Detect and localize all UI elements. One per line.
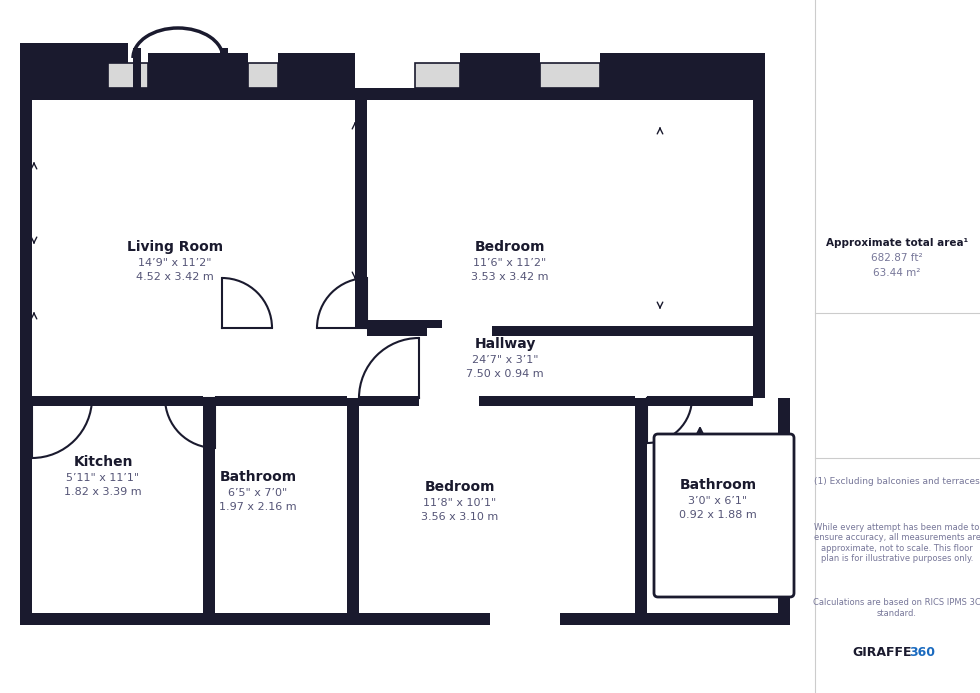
Bar <box>492 326 753 336</box>
Bar <box>32 398 203 613</box>
Bar <box>778 398 790 625</box>
Text: 63.44 m²: 63.44 m² <box>873 268 920 278</box>
Bar <box>540 63 600 88</box>
Text: Kitchen: Kitchen <box>74 455 132 469</box>
Bar <box>20 613 490 625</box>
Bar <box>460 53 540 88</box>
Text: 5’11" x 11’1": 5’11" x 11’1" <box>67 473 139 483</box>
Bar <box>359 398 635 613</box>
Text: Hallway: Hallway <box>474 337 536 351</box>
Bar <box>20 43 128 88</box>
Text: Bedroom: Bedroom <box>424 480 495 494</box>
Text: Approximate total area¹: Approximate total area¹ <box>826 238 968 248</box>
Bar <box>753 88 765 398</box>
Bar <box>32 396 203 406</box>
Bar <box>692 489 724 503</box>
Bar <box>600 53 765 88</box>
Bar <box>215 328 753 398</box>
Bar <box>367 326 427 336</box>
Text: While every attempt has been made to
ensure accuracy, all measurements are
appro: While every attempt has been made to ens… <box>813 523 980 563</box>
Text: 3’0" x 6’1": 3’0" x 6’1" <box>688 496 748 506</box>
Text: Bathroom: Bathroom <box>679 478 757 492</box>
Text: 3.53 x 3.42 m: 3.53 x 3.42 m <box>471 272 549 282</box>
Bar <box>415 63 460 88</box>
Text: 1.82 x 3.39 m: 1.82 x 3.39 m <box>64 487 142 497</box>
Bar <box>32 88 355 398</box>
Bar <box>647 396 753 406</box>
Text: 1.97 x 2.16 m: 1.97 x 2.16 m <box>220 502 297 512</box>
Text: Calculations are based on RICS IPMS 3C
standard.: Calculations are based on RICS IPMS 3C s… <box>813 598 980 617</box>
Bar <box>367 88 753 100</box>
Bar <box>367 320 442 328</box>
Bar <box>203 398 215 613</box>
Bar <box>20 88 32 625</box>
Bar <box>753 100 765 328</box>
Text: GIRAFFE: GIRAFFE <box>853 647 911 660</box>
Bar <box>32 100 355 258</box>
Bar <box>347 398 359 613</box>
Text: 14’9" x 11’2": 14’9" x 11’2" <box>138 258 212 268</box>
Bar <box>359 396 419 406</box>
Bar <box>647 398 778 613</box>
Text: 0.92 x 1.88 m: 0.92 x 1.88 m <box>679 510 757 520</box>
Text: Bathroom: Bathroom <box>220 470 297 484</box>
FancyBboxPatch shape <box>654 434 794 597</box>
Bar <box>133 48 141 88</box>
Bar <box>220 48 228 88</box>
Ellipse shape <box>693 496 723 540</box>
Bar <box>355 100 367 328</box>
Text: 360: 360 <box>909 647 935 660</box>
Bar <box>560 613 790 625</box>
Text: 11’6" x 11’2": 11’6" x 11’2" <box>473 258 547 268</box>
Text: Living Room: Living Room <box>127 240 223 254</box>
Bar <box>108 63 148 88</box>
Bar <box>20 88 765 100</box>
Text: 682.87 ft²: 682.87 ft² <box>871 253 923 263</box>
Bar <box>635 398 647 613</box>
Text: (1) Excluding balconies and terraces: (1) Excluding balconies and terraces <box>814 477 980 486</box>
Bar <box>278 53 355 88</box>
Text: 11’8" x 10’1": 11’8" x 10’1" <box>423 498 497 508</box>
Circle shape <box>690 558 700 568</box>
Text: Bedroom: Bedroom <box>474 240 545 254</box>
Text: 7.50 x 0.94 m: 7.50 x 0.94 m <box>466 369 544 379</box>
Text: 3.56 x 3.10 m: 3.56 x 3.10 m <box>421 512 499 522</box>
Text: 4.52 x 3.42 m: 4.52 x 3.42 m <box>136 272 214 282</box>
Bar <box>479 396 635 406</box>
Bar <box>215 398 347 613</box>
Text: 24’7" x 3’1": 24’7" x 3’1" <box>471 355 538 365</box>
Text: 6’5" x 7’0": 6’5" x 7’0" <box>228 488 287 498</box>
Bar <box>215 396 347 406</box>
Bar <box>148 53 248 88</box>
Bar <box>248 63 278 88</box>
